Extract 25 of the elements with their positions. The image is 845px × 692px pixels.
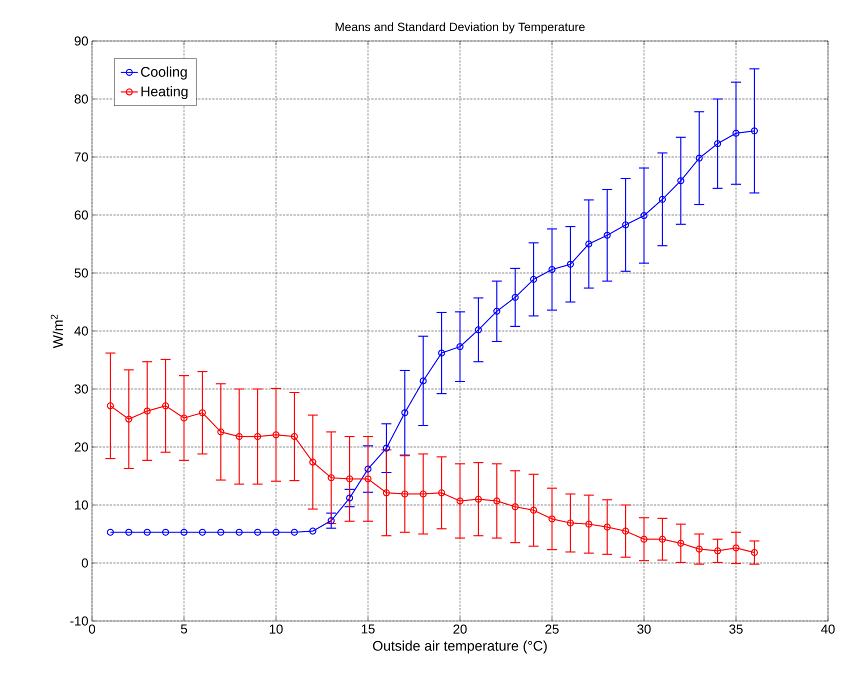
y-tick-label: 30 (74, 384, 88, 394)
legend-label: Heating (141, 86, 188, 100)
y-axis-title: W/m$^{2}$ (50, 314, 63, 348)
x-tick-label: 25 (545, 624, 559, 634)
y-tick-label: 90 (74, 36, 88, 46)
x-tick-label: 15 (362, 624, 375, 634)
y-tick-label: 10 (75, 500, 88, 510)
y-tick-label: 70 (74, 152, 88, 162)
x-tick-label: 35 (729, 624, 743, 634)
x-tick-label: 30 (637, 624, 651, 634)
y-tick-label: 60 (74, 210, 88, 220)
y-tick-label: 20 (74, 442, 88, 452)
x-tick-label: 20 (453, 624, 467, 634)
y-tick-label: -10 (70, 616, 88, 626)
y-tick-label: 50 (74, 268, 88, 278)
chart-title: Means and Standard Deviation by Temperature (336, 22, 585, 34)
x-tick-label: 10 (270, 624, 283, 634)
legend-label: Cooling (141, 66, 187, 80)
x-tick-label: 5 (180, 624, 188, 634)
x-axis-title: Outside air temperature (°C) (372, 640, 547, 654)
y-tick-label: 0 (82, 558, 88, 568)
y-tick-label: 40 (74, 326, 88, 336)
x-tick-label: 40 (821, 624, 835, 634)
y-tick-label: 80 (74, 94, 88, 104)
x-tick-label: 0 (88, 624, 96, 634)
